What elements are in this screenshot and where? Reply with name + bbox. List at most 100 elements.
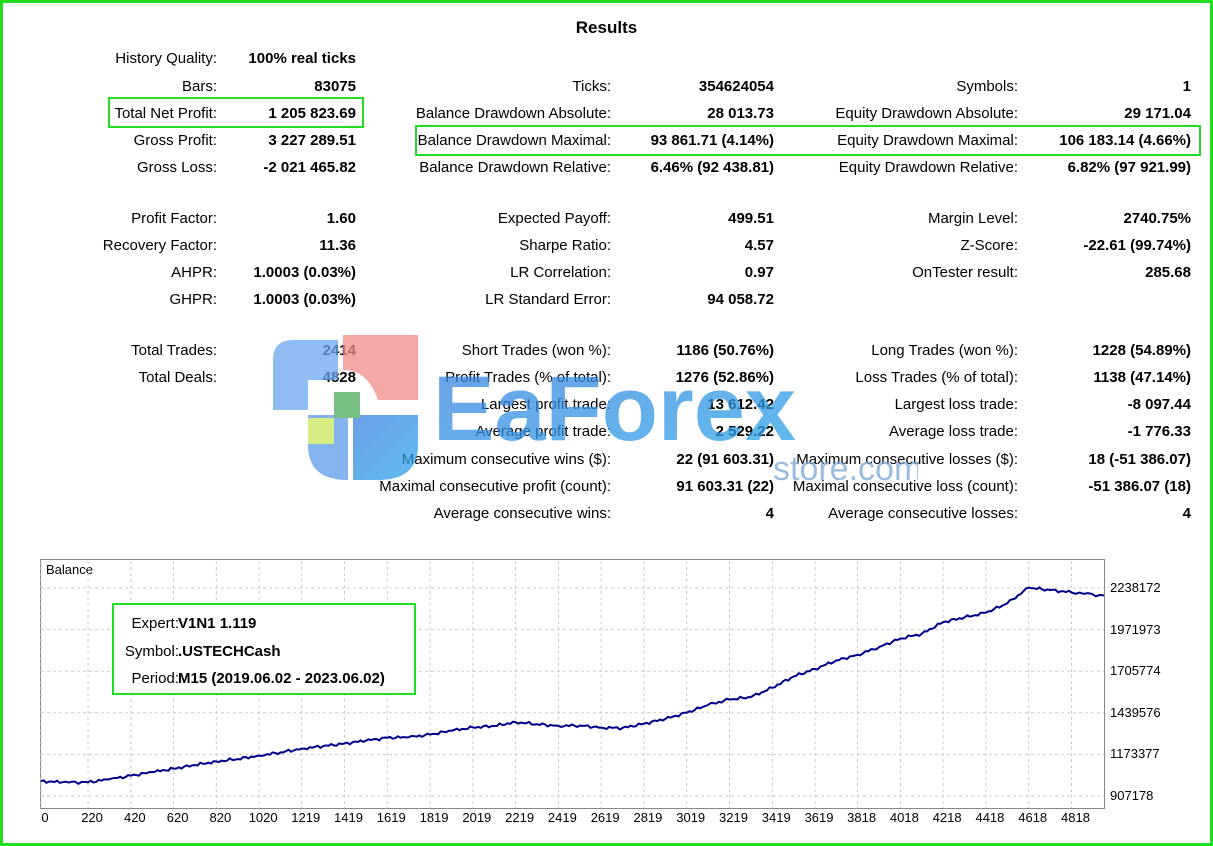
balance-drawdown-absolute-value: 28 013.73 xyxy=(707,105,774,122)
sharpe-ratio-label: Sharpe Ratio: xyxy=(519,237,611,254)
x-tick-label: 4418 xyxy=(975,810,1005,825)
x-tick-label: 620 xyxy=(166,810,189,825)
y-tick-label: 1705774 xyxy=(1110,663,1161,679)
balance-drawdown-absolute-label: Balance Drawdown Absolute: xyxy=(415,105,611,122)
x-tick-label: 1819 xyxy=(419,810,449,825)
average-profit-trade-label: Average profit trade: xyxy=(475,423,611,440)
equity-drawdown-maximal-value: 106 183.14 (4.66%) xyxy=(1059,132,1191,149)
total-deals-label: Total Deals: xyxy=(138,369,217,386)
lr-correlation-value: 0.97 xyxy=(744,264,774,281)
expert-info-box: Expert: V1N1 1.119 Symbol: .USTECHCash P… xyxy=(112,603,416,695)
x-tick-label: 4218 xyxy=(932,810,962,825)
bars-label: Bars: xyxy=(181,78,217,95)
max-consecutive-wins-value: 22 (91 603.31) xyxy=(676,451,774,468)
x-tick-label: 0 xyxy=(41,810,49,825)
maximal-consecutive-loss-value: -51 386.07 (18) xyxy=(1088,478,1191,495)
x-tick-label: 1619 xyxy=(376,810,406,825)
x-tick-label: 3419 xyxy=(761,810,791,825)
recovery-factor-label: Recovery Factor: xyxy=(102,237,217,254)
x-tick-label: 3619 xyxy=(804,810,834,825)
ticks-label: Ticks: xyxy=(572,78,611,95)
expert-label: Expert: xyxy=(131,615,179,632)
loss-trades-value: 1138 (47.14%) xyxy=(1093,369,1191,386)
expert-value: V1N1 1.119 xyxy=(178,615,257,632)
symbols-label: Symbols: xyxy=(956,78,1018,95)
gross-profit-value: 3 227 289.51 xyxy=(268,132,356,149)
long-trades-value: 1228 (54.89%) xyxy=(1092,342,1191,359)
symbol-value: .USTECHCash xyxy=(178,643,281,660)
equity-drawdown-maximal-label: Equity Drawdown Maximal: xyxy=(837,132,1018,149)
long-trades-label: Long Trades (won %): xyxy=(871,342,1018,359)
y-tick-label: 1173377 xyxy=(1110,746,1160,762)
ontester-result-value: 285.68 xyxy=(1145,264,1191,281)
symbols-value: 1 xyxy=(1182,78,1191,95)
y-tick-label: 2238172 xyxy=(1110,580,1161,595)
x-tick-label: 4818 xyxy=(1061,810,1090,825)
profit-factor-label: Profit Factor: xyxy=(131,210,217,227)
bars-value: 83075 xyxy=(314,78,356,95)
history-quality-value: 100% real ticks xyxy=(248,50,356,67)
largest-profit-trade-label: Largest profit trade: xyxy=(480,396,611,413)
ticks-value: 354624054 xyxy=(698,78,774,95)
gross-profit-label: Gross Profit: xyxy=(133,132,217,149)
ahpr-value: 1.0003 (0.03%) xyxy=(253,264,356,281)
short-trades-value: 1186 (50.76%) xyxy=(676,342,774,359)
history-quality-label: History Quality: xyxy=(115,50,217,67)
ghpr-label: GHPR: xyxy=(169,291,217,308)
x-tick-label: 4018 xyxy=(889,810,919,825)
x-tick-label: 820 xyxy=(209,810,232,825)
equity-drawdown-absolute-label: Equity Drawdown Absolute: xyxy=(835,105,1018,122)
results-title: Results xyxy=(575,18,638,37)
x-tick-label: 1419 xyxy=(334,810,363,825)
ahpr-label: AHPR: xyxy=(171,264,217,281)
x-tick-label: 3219 xyxy=(719,810,748,825)
x-tick-label: 2419 xyxy=(547,810,577,825)
average-consecutive-wins-value: 4 xyxy=(765,505,774,522)
ghpr-value: 1.0003 (0.03%) xyxy=(253,291,356,308)
symbol-label: Symbol: xyxy=(124,643,179,660)
x-tick-label: 1219 xyxy=(291,810,321,825)
margin-level-label: Margin Level: xyxy=(927,210,1018,227)
equity-drawdown-relative-label: Equity Drawdown Relative: xyxy=(838,159,1018,176)
margin-level-value: 2740.75% xyxy=(1123,210,1191,227)
total-trades-label: Total Trades: xyxy=(131,342,217,359)
sharpe-ratio-value: 4.57 xyxy=(744,237,774,254)
expected-payoff-value: 499.51 xyxy=(728,210,774,227)
balance-drawdown-maximal-value: 93 861.71 (4.14%) xyxy=(650,132,774,149)
largest-profit-trade-value: 13 612.42 xyxy=(707,396,774,413)
x-tick-label: 1020 xyxy=(248,810,278,825)
z-score-label: Z-Score: xyxy=(960,237,1018,254)
x-tick-label: 3019 xyxy=(676,810,706,825)
average-consecutive-losses-value: 4 xyxy=(1182,505,1191,522)
drawdown-maximal-highlight xyxy=(415,125,1201,156)
total-net-profit-highlight xyxy=(108,97,364,128)
x-tick-label: 4618 xyxy=(1018,810,1048,825)
loss-trades-label: Loss Trades (% of total): xyxy=(855,369,1018,386)
average-loss-trade-label: Average loss trade: xyxy=(889,423,1018,440)
lr-standard-error-label: LR Standard Error: xyxy=(485,291,611,308)
max-consecutive-losses-label: Maximum consecutive losses ($): xyxy=(796,451,1018,468)
short-trades-label: Short Trades (won %): xyxy=(461,342,611,359)
total-net-profit-label: Total Net Profit: xyxy=(114,105,217,122)
x-tick-label: 2219 xyxy=(505,810,535,825)
balance-series-line xyxy=(40,586,1105,785)
y-tick-label: 1971973 xyxy=(1110,621,1161,637)
average-loss-trade-value: -1 776.33 xyxy=(1127,423,1191,440)
x-tick-label: 420 xyxy=(123,810,146,825)
profit-factor-value: 1.60 xyxy=(326,210,356,227)
z-score-value: -22.61 (99.74%) xyxy=(1083,237,1191,254)
x-tick-label: 3818 xyxy=(847,810,877,825)
equity-drawdown-relative-value: 6.82% (97 921.99) xyxy=(1067,159,1191,176)
average-consecutive-losses-label: Average consecutive losses: xyxy=(828,505,1018,522)
y-tick-label: 907178 xyxy=(1110,788,1154,803)
x-tick-label: 2619 xyxy=(590,810,620,825)
y-tick-label: 1439576 xyxy=(1110,704,1161,720)
gross-loss-label: Gross Loss: xyxy=(136,159,217,176)
ontester-result-label: OnTester result: xyxy=(912,264,1018,281)
maximal-consecutive-loss-label: Maximal consecutive loss (count): xyxy=(792,478,1018,495)
max-consecutive-losses-value: 18 (-51 386.07) xyxy=(1088,451,1191,468)
balance-drawdown-maximal-label: Balance Drawdown Maximal: xyxy=(417,132,611,149)
gross-loss-value: -2 021 465.82 xyxy=(263,159,356,176)
x-tick-label: 220 xyxy=(81,810,103,825)
